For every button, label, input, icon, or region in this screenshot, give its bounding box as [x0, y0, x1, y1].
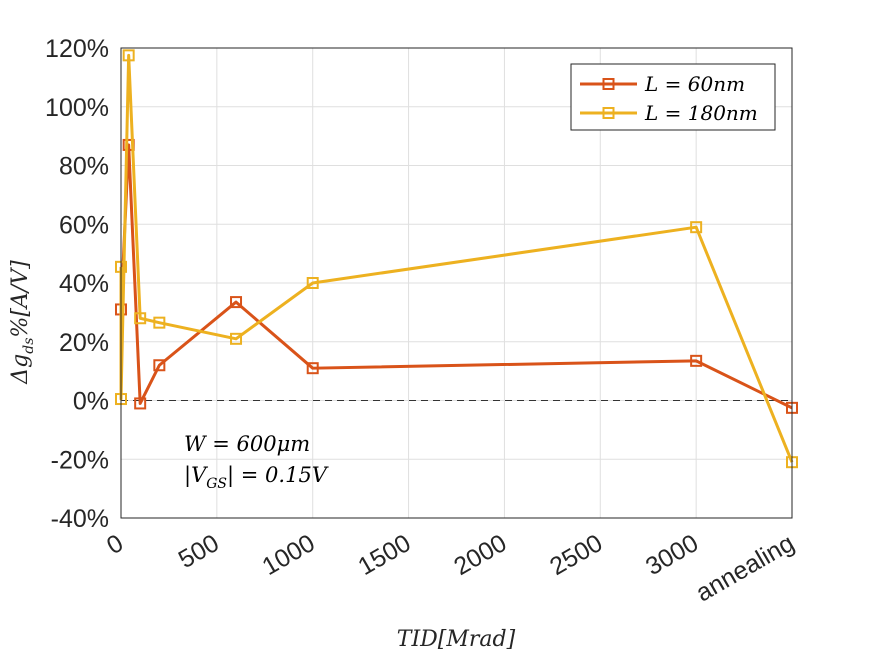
y-tick-label: -40% — [51, 505, 109, 533]
data-point — [134, 312, 147, 325]
y-tick-label: 80% — [59, 153, 109, 181]
legend: L = 60nm L = 180nm — [570, 63, 776, 131]
y-tick-label: 40% — [59, 270, 109, 298]
y-axis-label: Δgds%[A/V] — [8, 260, 37, 385]
data-point — [153, 316, 166, 329]
data-point — [230, 296, 243, 309]
data-point — [690, 354, 703, 367]
data-point — [690, 221, 703, 234]
annotation-width: W = 600μm — [184, 432, 310, 456]
legend-item-1: L = 180nm — [580, 101, 758, 125]
y-tick-label: 20% — [59, 329, 109, 357]
series-line-0 — [119, 143, 793, 410]
series-line-1 — [119, 53, 794, 463]
legend-swatch-marker — [602, 78, 615, 90]
legend-label: L = 180nm — [644, 101, 758, 125]
y-tick-label: 60% — [59, 211, 109, 239]
data-point — [306, 277, 319, 289]
plot-frame — [120, 47, 793, 519]
series-layer — [115, 49, 798, 469]
y-tick-labels: -40% -20% 0% 20% 40% 60% 80% 100% 120% — [45, 35, 109, 533]
data-point — [230, 332, 243, 345]
data-point — [134, 397, 147, 410]
series-0 — [115, 138, 798, 414]
data-point — [122, 49, 135, 62]
x-axis-label: TID[Mrad] — [397, 627, 516, 652]
y-tick-label: 120% — [45, 35, 109, 63]
legend-label: L = 60nm — [644, 72, 745, 96]
y-tick-label: 0% — [73, 388, 109, 416]
y-tick-label: -20% — [51, 446, 109, 474]
y-tick-label: 100% — [45, 94, 109, 122]
data-point — [306, 362, 319, 375]
legend-swatch-marker — [602, 107, 615, 119]
legend-item-0: L = 60nm — [580, 72, 745, 96]
data-point — [153, 359, 166, 372]
